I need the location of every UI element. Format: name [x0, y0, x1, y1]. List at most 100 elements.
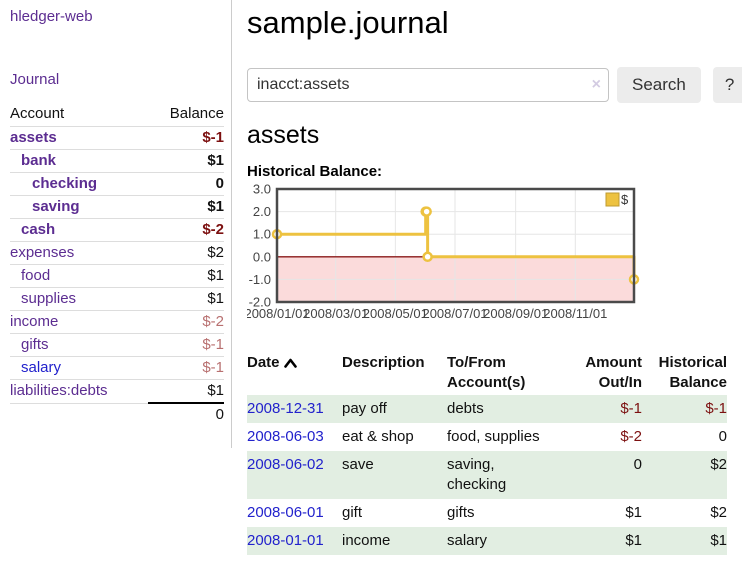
transaction-description: pay off [342, 400, 387, 417]
register-row: 2008-06-03 eat & shop food, supplies $-2… [247, 423, 727, 451]
register-header-row: Date Description To/From Account(s) Amou… [247, 351, 727, 395]
account-link[interactable]: bank [21, 152, 57, 169]
transaction-accounts: food, supplies [447, 428, 540, 445]
svg-text:2008/07/01: 2008/07/01 [422, 306, 487, 321]
transaction-date-link[interactable]: 2008-06-01 [247, 504, 324, 521]
transaction-accounts: saving, checking [447, 456, 507, 493]
account-row: bank $1 [10, 149, 224, 173]
search-input[interactable] [247, 68, 609, 102]
svg-text:1.0: 1.0 [253, 227, 271, 242]
account-balance: $1 [147, 379, 224, 403]
account-balance: $2 [147, 241, 224, 265]
transaction-description: save [342, 456, 374, 473]
account-row: liabilities:debts $1 [10, 379, 224, 403]
account-link[interactable]: assets [10, 129, 57, 146]
account-balance: $-1 [147, 333, 224, 357]
account-row: checking 0 [10, 172, 224, 196]
main-content: sample.journal × Search ? assets Histori… [232, 0, 742, 555]
account-balance: $1 [147, 149, 224, 173]
account-link[interactable]: cash [21, 221, 56, 238]
svg-text:2008/09/01: 2008/09/01 [483, 306, 548, 321]
transaction-amount: $-1 [620, 400, 642, 417]
transaction-date-link[interactable]: 2008-06-02 [247, 456, 324, 473]
account-balance: $1 [147, 287, 224, 311]
svg-text:2008/05/01: 2008/05/01 [363, 306, 428, 321]
account-row: saving $1 [10, 195, 224, 219]
account-balance: 0 [147, 172, 224, 196]
page-title: sample.journal [247, 5, 449, 40]
transaction-description: eat & shop [342, 428, 414, 445]
transaction-amount: $1 [625, 504, 642, 521]
chart-canvas: $3.0 2.0 1.0 0.0 -1.0 -2.02008/01/012008/03/0… [244, 182, 640, 321]
account-row: expenses $2 [10, 241, 224, 265]
account-link[interactable]: checking [32, 175, 98, 192]
account-link[interactable]: gifts [21, 336, 49, 353]
register-header-date[interactable]: Date [247, 351, 342, 395]
transaction-balance: $-1 [705, 400, 727, 417]
svg-text:3.0: 3.0 [253, 183, 271, 197]
svg-text:-2.0: -2.0 [249, 295, 271, 310]
account-row: income $-2 [10, 310, 224, 334]
account-row: gifts $-1 [10, 333, 224, 357]
register-row: 2008-06-02 save saving, checking 0 $2 [247, 451, 727, 499]
account-link[interactable]: salary [21, 359, 62, 376]
register-row: 2008-06-01 gift gifts $1 $2 [247, 499, 727, 527]
searchbox: × [247, 68, 609, 102]
svg-text:2008/03/01: 2008/03/01 [303, 306, 368, 321]
account-row: assets $-1 [10, 126, 224, 150]
account-row: salary $-1 [10, 356, 224, 380]
accounts-header-balance: Balance [169, 105, 224, 122]
accounts-total-value: 0 [147, 402, 224, 426]
search-form: × Search ? [247, 67, 742, 103]
transaction-accounts: salary [447, 532, 488, 549]
transaction-balance: $2 [710, 504, 727, 521]
sort-chevron-up-icon [283, 354, 297, 374]
account-link[interactable]: income [10, 313, 59, 330]
account-balance: $1 [147, 264, 224, 288]
transaction-balance: 0 [718, 428, 727, 445]
svg-text:$: $ [621, 192, 629, 207]
clear-search-icon[interactable]: × [591, 76, 601, 93]
account-row: supplies $1 [10, 287, 224, 311]
app-title-link[interactable]: hledger-web [10, 8, 93, 25]
account-link[interactable]: saving [32, 198, 80, 215]
account-row: food $1 [10, 264, 224, 288]
transaction-accounts: gifts [447, 504, 475, 521]
transaction-date-link[interactable]: 2008-06-03 [247, 428, 324, 445]
svg-text:-1.0: -1.0 [249, 272, 271, 287]
account-balance: $-2 [147, 310, 224, 334]
accounts-header-account: Account [10, 105, 65, 122]
help-button[interactable]: ? [712, 67, 742, 103]
search-button[interactable]: Search [617, 67, 701, 103]
account-heading: assets [247, 121, 320, 149]
svg-text:2.0: 2.0 [253, 204, 271, 219]
account-link[interactable]: expenses [10, 244, 75, 261]
register-header-amount: Amount Out/In [585, 354, 642, 391]
svg-text:2008/01/01: 2008/01/01 [247, 306, 310, 321]
sidebar-item-journal[interactable]: Journal [10, 71, 60, 88]
transaction-date-link[interactable]: 2008-12-31 [247, 400, 324, 417]
account-balance: $-1 [147, 126, 224, 150]
account-balance: $1 [147, 195, 224, 219]
account-balance: $-1 [147, 356, 224, 380]
historical-balance-chart: $3.0 2.0 1.0 0.0 -1.0 -2.0 2008/01/01 2008/03/0… [244, 182, 727, 337]
accounts-table-header: Account Balance [10, 102, 224, 127]
sidebar: hledger-web Journal Account Balance asse… [0, 0, 232, 448]
register-header-balance: Historical Balance [658, 354, 727, 391]
accounts-total-row: 0 [10, 402, 224, 426]
account-link[interactable]: supplies [21, 290, 77, 307]
transaction-amount: $-2 [620, 428, 642, 445]
register-table: Date Description To/From Account(s) Amou… [247, 351, 727, 555]
register-row: 2008-12-31 pay off debts $-1 $-1 [247, 395, 727, 423]
svg-text:2008/11/01: 2008/11/01 [543, 306, 607, 321]
transaction-amount: 0 [633, 456, 642, 473]
transaction-date-link[interactable]: 2008-01-01 [247, 532, 324, 549]
transaction-description: income [342, 532, 391, 549]
accounts-table: Account Balance assets $-1 bank $1 check… [10, 102, 224, 426]
account-link[interactable]: liabilities:debts [10, 382, 108, 400]
transaction-balance: $2 [710, 456, 727, 473]
transaction-description: gift [342, 504, 363, 521]
transaction-amount: $1 [625, 532, 642, 549]
account-row: cash $-2 [10, 218, 224, 242]
account-link[interactable]: food [21, 267, 51, 284]
